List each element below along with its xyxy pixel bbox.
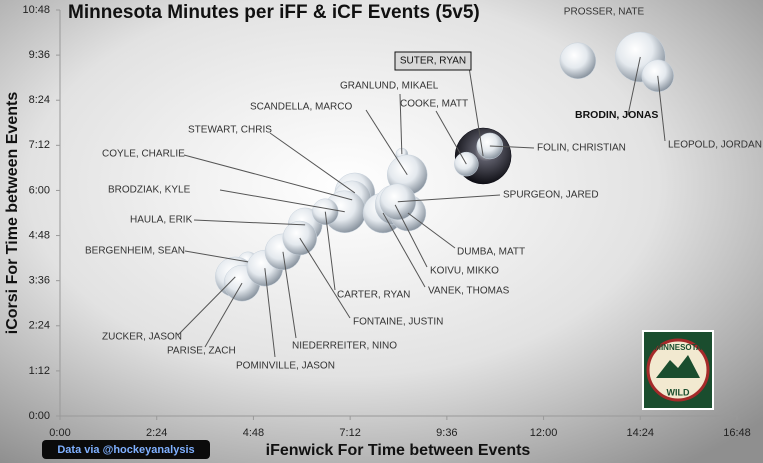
leader-line bbox=[183, 154, 353, 201]
point-label: CARTER, RYAN bbox=[337, 290, 410, 301]
leader-line bbox=[219, 189, 345, 213]
labels: PROSSER, NATE BRODIN, JONAS LEOPOLD, JORDA… bbox=[85, 7, 762, 372]
point-label: GRANLUND, MIKAEL bbox=[340, 81, 439, 92]
leader-line bbox=[399, 93, 403, 155]
point-label: PROSSER, NATE bbox=[564, 7, 645, 18]
leader-line bbox=[177, 276, 236, 336]
leader-line bbox=[407, 212, 456, 249]
leader-line bbox=[489, 145, 535, 149]
y-tick-label: 4:48 bbox=[29, 229, 50, 241]
leader-line bbox=[435, 110, 467, 165]
y-tick-label: 2:24 bbox=[29, 320, 50, 332]
x-tick-label: 16:48 bbox=[723, 427, 751, 439]
point-label: SUTER, RYAN bbox=[400, 56, 466, 67]
point-label: COYLE, CHARLIE bbox=[102, 149, 185, 160]
logo-shape bbox=[656, 355, 700, 378]
logo-top: MINNESOTA bbox=[654, 343, 702, 352]
logo: MINNESOTA WILD bbox=[642, 330, 714, 410]
point-label: BRODZIAK, KYLE bbox=[108, 185, 191, 196]
point-label: STEWART, CHRIS bbox=[188, 125, 272, 136]
source-box bbox=[42, 440, 210, 459]
point-label: BRODIN, JONAS bbox=[575, 109, 658, 121]
point-label: VANEK, THOMAS bbox=[428, 286, 510, 297]
y-axis-title: iCorsi For Time between Events bbox=[4, 92, 21, 335]
point-label: DUMBA, MATT bbox=[457, 247, 525, 258]
bubble bbox=[559, 42, 597, 79]
leader-line bbox=[264, 268, 276, 358]
y-tick-label: 10:48 bbox=[22, 4, 50, 16]
leader-line bbox=[282, 251, 297, 339]
x-tick-label: 12:00 bbox=[530, 427, 558, 439]
point-label: COOKE, MATT bbox=[400, 99, 468, 110]
point-label: NIEDERREITER, NINO bbox=[292, 341, 397, 352]
leader-line bbox=[365, 109, 408, 176]
label-box bbox=[394, 51, 472, 71]
leader-line bbox=[467, 60, 484, 157]
leader-line bbox=[269, 132, 356, 194]
leader-line bbox=[627, 56, 641, 116]
point-label: KOIVU, MIKKO bbox=[430, 266, 499, 277]
x-tick-label: 0:00 bbox=[49, 427, 70, 439]
point-label: HAULA, ERIK bbox=[130, 215, 193, 226]
point-label: FOLIN, CHRISTIAN bbox=[537, 143, 626, 154]
x-tick-label: 4:48 bbox=[243, 427, 264, 439]
x-tick-label: 2:24 bbox=[146, 427, 167, 439]
logo-bottom: WILD bbox=[667, 387, 690, 397]
y-tick-label: 8:24 bbox=[29, 94, 50, 106]
y-tick-label: 7:12 bbox=[29, 139, 50, 151]
chart-title: Minnesota Minutes per iFF & iCF Events (… bbox=[68, 2, 480, 23]
leader-line bbox=[184, 250, 249, 263]
x-tick-label: 14:24 bbox=[627, 427, 655, 439]
y-tick-label: 3:36 bbox=[29, 275, 50, 287]
leader-line bbox=[299, 237, 351, 319]
point-label: SCANDELLA, MARCO bbox=[250, 102, 352, 113]
leader-line bbox=[324, 211, 336, 291]
point-label: SPURGEON, JARED bbox=[503, 190, 599, 201]
y-tick-label: 6:00 bbox=[29, 184, 50, 196]
y-tick-label: 1:12 bbox=[29, 365, 50, 377]
leader-line bbox=[657, 75, 666, 142]
leader-line bbox=[382, 212, 426, 288]
point-label: POMINVILLE, JASON bbox=[236, 361, 335, 372]
point-label: FONTAINE, JUSTIN bbox=[353, 317, 443, 328]
point-label: BERGENHEIM, SEAN bbox=[85, 246, 185, 257]
x-tick-label: 7:12 bbox=[339, 427, 360, 439]
leader-line bbox=[394, 204, 428, 268]
leader-line bbox=[193, 219, 306, 226]
x-axis-title: iFenwick For Time between Events bbox=[266, 442, 531, 459]
point-label: ZUCKER, JASON bbox=[102, 332, 182, 343]
point-label: LEOPOLD, JORDAN bbox=[668, 140, 762, 151]
y-tick-label: 0:00 bbox=[29, 410, 50, 422]
point-label: PARISE, ZACH bbox=[167, 346, 236, 357]
x-tick-label: 9:36 bbox=[436, 427, 457, 439]
source: Data via @hockeyanalysis bbox=[57, 444, 194, 456]
leader-line bbox=[204, 282, 243, 348]
y-tick-label: 9:36 bbox=[29, 49, 50, 61]
leader-line bbox=[397, 194, 501, 203]
